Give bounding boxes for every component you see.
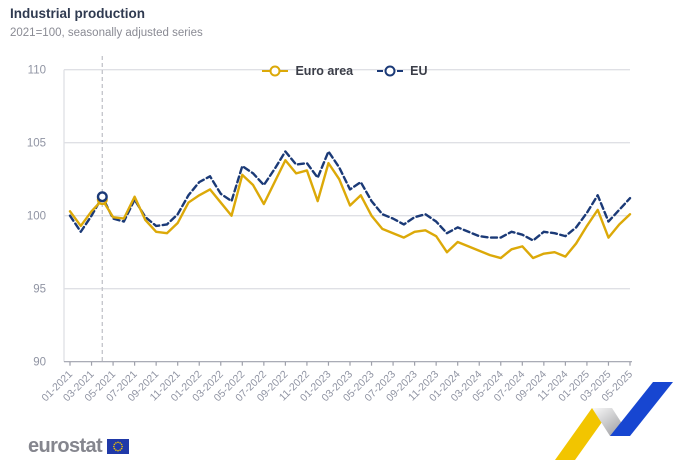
ribbon-blue-band xyxy=(610,382,673,436)
page-title: Industrial production xyxy=(10,6,145,21)
y-tick-label: 105 xyxy=(27,138,46,150)
legend-label: EU xyxy=(410,64,428,78)
eurostat-logo: eurostat xyxy=(28,435,130,457)
ribbon-yellow-band xyxy=(555,408,612,460)
eu-flag-icon xyxy=(107,438,130,454)
legend-swatch-euro-area xyxy=(262,65,289,77)
legend-item-euro-area[interactable]: Euro area xyxy=(262,64,353,78)
y-tick-label: 90 xyxy=(33,357,46,369)
legend-ring-marker xyxy=(384,65,396,77)
y-tick-label: 110 xyxy=(28,65,46,77)
y-tick-label: 100 xyxy=(27,211,46,223)
highlight-marker-eu xyxy=(96,191,108,203)
series-line-euro-area xyxy=(68,159,632,260)
legend-ring-marker xyxy=(269,65,281,77)
y-tick-label: 95 xyxy=(33,284,46,296)
legend-swatch-eu xyxy=(377,65,404,77)
legend-label: Euro area xyxy=(295,64,354,78)
ribbon-decoration xyxy=(555,382,673,460)
page-subtitle: 2021=100, seasonally adjusted series xyxy=(10,27,203,39)
legend-item-eu[interactable]: EU xyxy=(377,64,428,78)
eurostat-logo-text: eurostat xyxy=(28,435,103,457)
series-line-eu xyxy=(68,150,632,242)
chart-legend: Euro area EU xyxy=(0,64,690,78)
